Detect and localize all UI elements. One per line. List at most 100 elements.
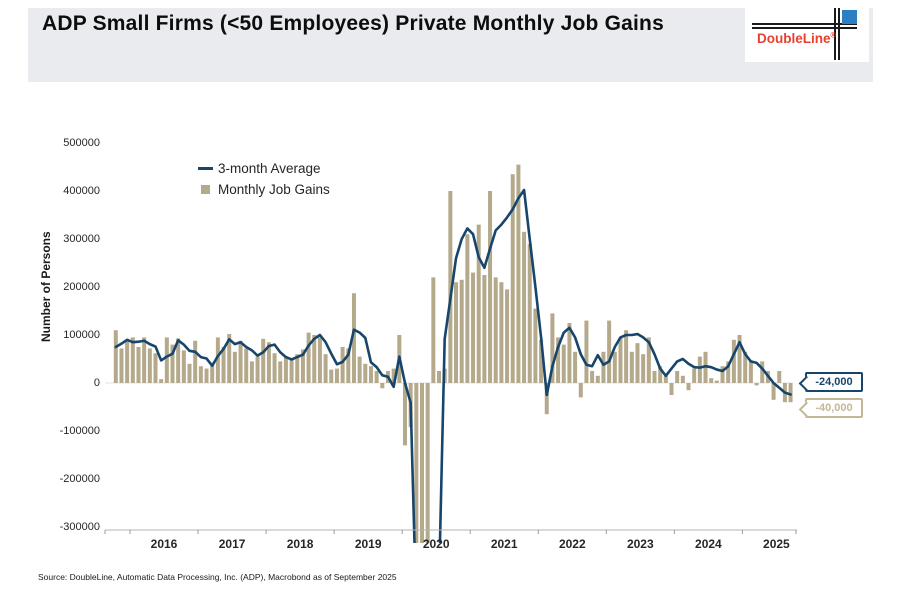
bar	[556, 337, 561, 383]
bar	[300, 349, 305, 383]
bar	[658, 366, 663, 383]
bar	[130, 337, 135, 383]
x-tick-label-2025: 2025	[763, 537, 790, 551]
bar	[357, 356, 362, 383]
bar	[374, 371, 379, 383]
bar	[272, 353, 277, 383]
y-tick-label: 300000	[63, 232, 100, 245]
bar	[777, 371, 782, 383]
bar	[760, 361, 765, 383]
bar	[153, 353, 158, 383]
legend: 3-month Average Monthly Job Gains	[198, 158, 330, 200]
bar	[164, 337, 169, 383]
bar	[527, 243, 532, 383]
bar	[159, 379, 164, 383]
callout-bar-last-value: -40,000	[805, 398, 863, 418]
bar-series-swatch-icon	[201, 185, 210, 194]
bar	[629, 351, 634, 383]
x-tick-label-2023: 2023	[626, 537, 654, 551]
bar	[420, 383, 424, 543]
bar	[346, 348, 351, 383]
bar	[471, 272, 476, 383]
bar	[334, 368, 339, 383]
bar	[533, 308, 538, 383]
bar	[669, 383, 674, 395]
bar	[380, 383, 385, 389]
bar	[232, 351, 237, 383]
bar	[595, 375, 600, 383]
line-series-swatch-icon	[198, 166, 213, 171]
x-tick-label-2022: 2022	[558, 537, 586, 551]
logo-horizontal-line	[752, 23, 857, 25]
bar	[323, 354, 328, 383]
bar	[726, 361, 731, 383]
bar	[255, 356, 260, 383]
doubleline-logo: DoubleLine®	[745, 6, 869, 62]
bar	[244, 348, 249, 383]
bar	[283, 356, 288, 383]
y-tick-label: 400000	[63, 184, 100, 197]
bar	[227, 334, 232, 383]
bar	[289, 359, 294, 383]
bar	[476, 224, 481, 383]
three-month-average-line	[114, 188, 792, 543]
bar	[306, 332, 311, 383]
bar	[459, 279, 464, 383]
page-title: ADP Small Firms (<50 Employees) Private …	[42, 12, 664, 35]
bar	[221, 347, 226, 383]
legend-item-bar-series: Monthly Job Gains	[198, 179, 330, 200]
logo-brand-name: DoubleLine	[757, 31, 831, 46]
bar	[561, 344, 566, 383]
bar	[714, 380, 719, 383]
bar	[119, 348, 124, 383]
bar	[136, 347, 141, 383]
bar	[176, 338, 181, 383]
bar	[720, 366, 725, 383]
bar	[147, 348, 152, 383]
bar	[516, 164, 521, 383]
bar	[368, 366, 373, 383]
bar	[278, 361, 283, 383]
bar	[584, 320, 589, 383]
legend-label: Monthly Job Gains	[218, 182, 330, 197]
bar	[590, 371, 595, 383]
bar	[187, 363, 192, 383]
bar	[573, 351, 578, 383]
bar	[731, 339, 736, 383]
callout-label: -24,000	[815, 376, 853, 388]
bar	[754, 383, 759, 386]
bar	[249, 361, 254, 383]
y-tick-label: 200000	[63, 280, 100, 293]
bar	[612, 351, 617, 383]
bar	[113, 330, 118, 383]
bar	[261, 338, 266, 383]
bar	[675, 371, 680, 383]
bar	[539, 339, 544, 383]
bar	[578, 383, 583, 398]
x-tick-label-2020: 2020	[422, 537, 450, 551]
x-tick-label-2021: 2021	[490, 537, 518, 551]
bar	[635, 343, 640, 383]
bar	[340, 347, 345, 383]
bar	[748, 361, 753, 383]
bar	[402, 383, 407, 446]
logo-vertical-line	[834, 8, 836, 60]
logo-registered-mark: ®	[830, 32, 836, 40]
y-tick-label: 100000	[63, 328, 100, 341]
bar	[482, 275, 487, 383]
bar	[238, 340, 243, 383]
logo-brand-text: DoubleLine®	[757, 31, 836, 46]
bar	[329, 369, 334, 383]
bar	[788, 383, 793, 403]
bar	[295, 354, 300, 383]
bar	[522, 231, 527, 383]
bar	[193, 340, 198, 383]
logo-horizontal-line	[752, 27, 857, 29]
x-tick-label-2016: 2016	[150, 537, 178, 551]
bar	[663, 375, 668, 383]
bar	[493, 277, 498, 383]
bar	[771, 383, 776, 400]
callout-line-last-value: -24,000	[805, 372, 863, 392]
bar	[454, 282, 459, 383]
legend-label: 3-month Average	[218, 161, 321, 176]
